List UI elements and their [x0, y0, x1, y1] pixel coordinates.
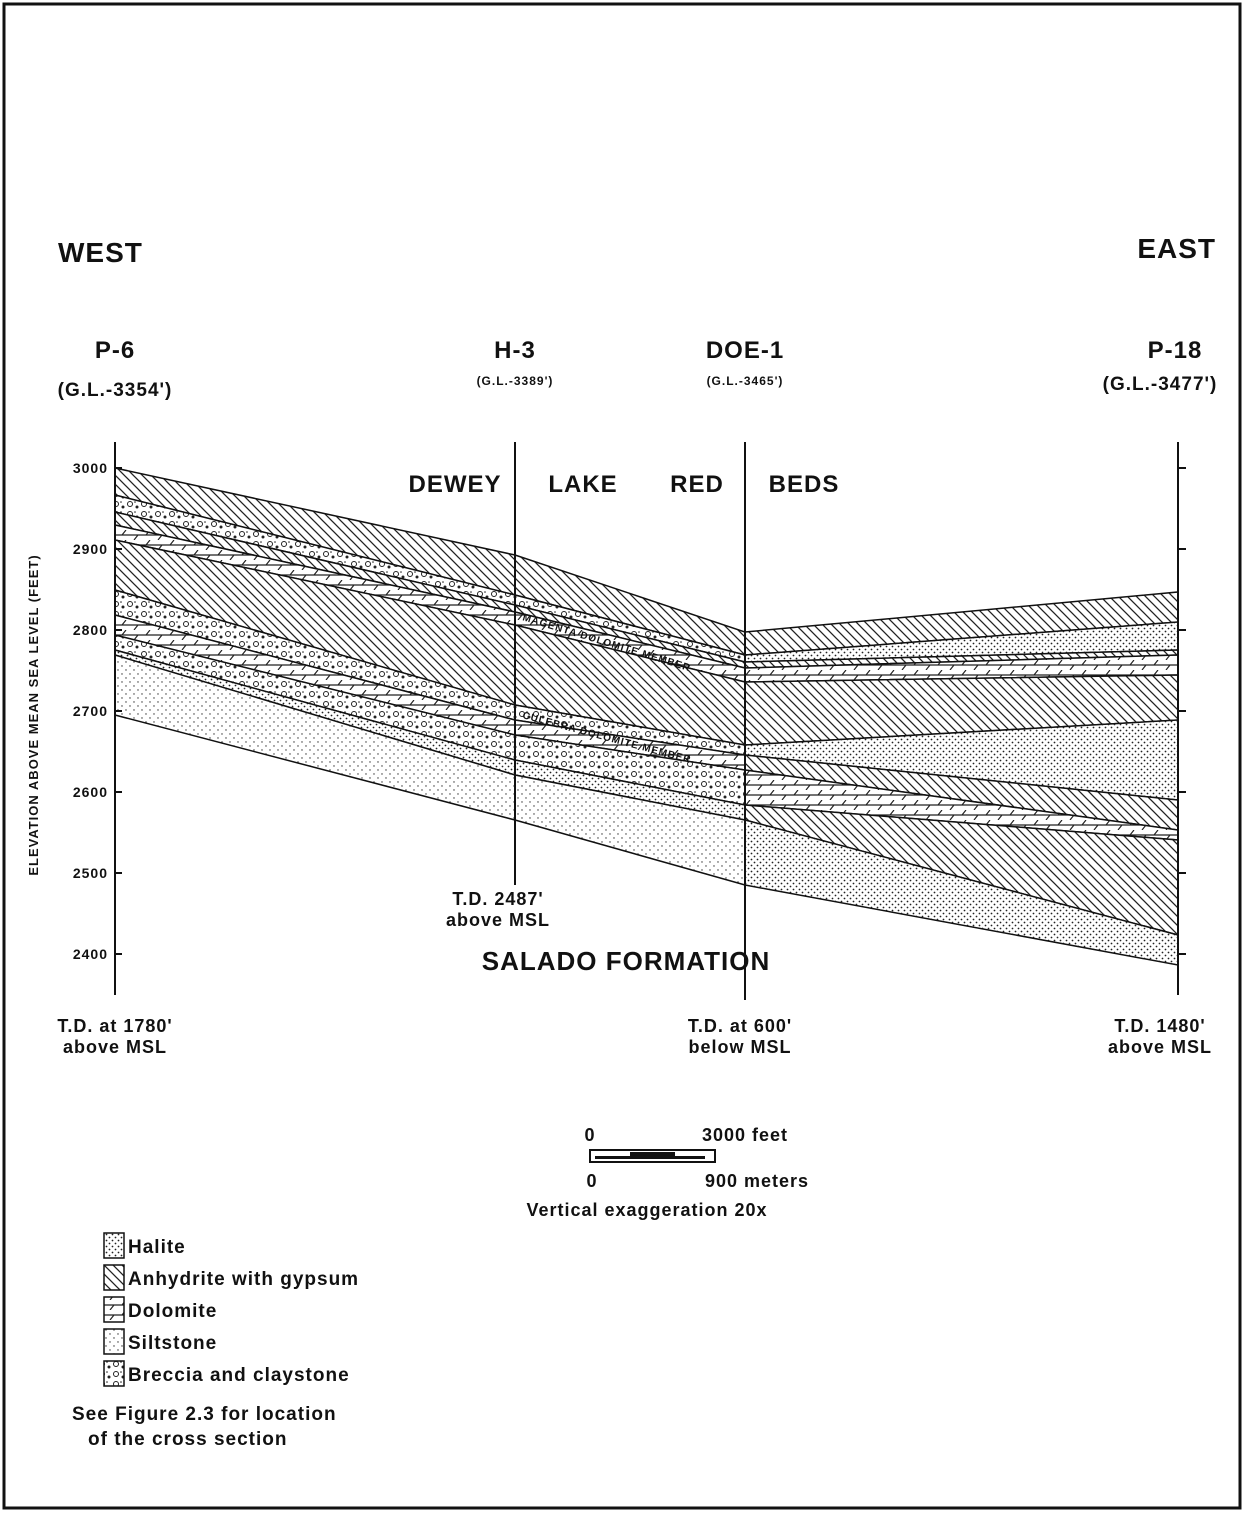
y-tick-label: 3000: [73, 460, 108, 476]
unit-label: BEDS: [769, 471, 840, 498]
west-label: WEST: [58, 237, 143, 268]
unit-label: DEWEY: [408, 471, 501, 498]
well-name: P-6: [95, 337, 135, 364]
well-name: H-3: [494, 337, 536, 364]
y-tick-label: 2400: [73, 946, 108, 962]
unit-label: RED: [670, 471, 724, 498]
well-elevation: (G.L.-3465'): [707, 374, 784, 388]
well-elevation: (G.L.-3389'): [477, 374, 554, 388]
legend-label: Siltstone: [128, 1333, 217, 1354]
y-tick-label: 2600: [73, 784, 108, 800]
legend-swatch: [104, 1297, 124, 1322]
total-depth-ref: above MSL: [446, 910, 550, 930]
y-tick-label: 2700: [73, 703, 108, 719]
cross-section: [115, 442, 1186, 1000]
scale-text: Vertical exaggeration 20x: [526, 1200, 767, 1220]
formation-label: SALADO FORMATION: [482, 946, 771, 976]
axis-label: ELEVATION ABOVE MEAN SEA LEVEL (FEET): [26, 554, 41, 875]
total-depth: T.D. 2487': [452, 889, 543, 909]
y-tick-label: 2900: [73, 541, 108, 557]
total-depth: T.D. at 1780': [57, 1016, 172, 1036]
legend-label: Breccia and claystone: [128, 1365, 350, 1386]
scale-text: 900 meters: [705, 1171, 809, 1191]
well-name: P-18: [1148, 337, 1203, 364]
scale-text: 0: [584, 1125, 595, 1145]
legend-swatch: [104, 1329, 124, 1354]
total-depth-ref: above MSL: [1108, 1037, 1212, 1057]
scale-text: 0: [586, 1171, 597, 1191]
total-depth-ref: above MSL: [63, 1037, 167, 1057]
legend-label: Dolomite: [128, 1301, 217, 1322]
y-tick-label: 2800: [73, 622, 108, 638]
east-label: EAST: [1137, 233, 1216, 264]
legend-swatch: [104, 1361, 124, 1386]
note: See Figure 2.3 for location: [72, 1404, 337, 1425]
legend-swatch: [104, 1233, 124, 1258]
total-depth-ref: below MSL: [689, 1037, 792, 1057]
note: of the cross section: [88, 1429, 288, 1450]
figure: 3000 2900 2800 2700 2600 2500 2400 ELEVATION AB…: [0, 0, 1246, 1514]
well-name: DOE-1: [706, 337, 784, 364]
total-depth: T.D. at 600': [688, 1016, 792, 1036]
legend-swatch: [104, 1265, 124, 1290]
total-depth: T.D. 1480': [1114, 1016, 1205, 1036]
y-tick-label: 2500: [73, 865, 108, 881]
legend-label: Anhydrite with gypsum: [128, 1269, 359, 1290]
well-elevation: (G.L.-3477'): [1103, 374, 1218, 395]
scale-text: 3000 feet: [702, 1125, 788, 1145]
scale-bar: [590, 1150, 715, 1162]
legend-label: Halite: [128, 1237, 186, 1258]
well-elevation: (G.L.-3354'): [58, 380, 173, 401]
unit-label: LAKE: [548, 471, 617, 498]
